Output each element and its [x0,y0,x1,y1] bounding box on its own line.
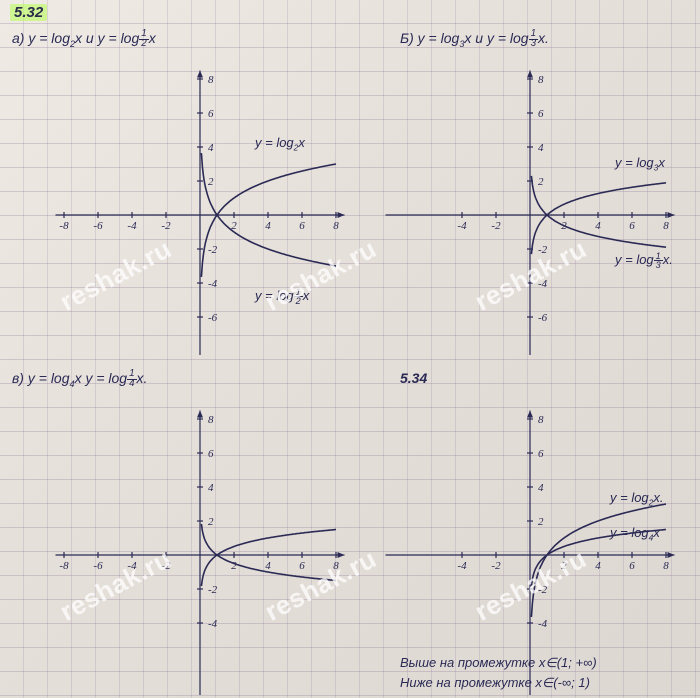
label-b-log3: y = log3x [615,155,665,173]
svg-text:8: 8 [538,414,544,426]
svg-text:8: 8 [663,560,669,572]
svg-text:-6: -6 [538,312,548,324]
svg-text:2: 2 [561,560,567,572]
svg-text:4: 4 [595,220,601,232]
svg-text:-4: -4 [208,618,218,630]
svg-text:8: 8 [663,220,669,232]
svg-text:4: 4 [208,482,214,494]
svg-text:-4: -4 [127,220,137,232]
label-b-log13: y = log13x. [615,252,673,269]
svg-text:6: 6 [538,108,544,120]
svg-text:-8: -8 [59,560,69,572]
svg-text:-8: -8 [59,220,69,232]
label-d-log2: y = log2x. [610,490,664,508]
label-d-log4: y = log4x [610,525,660,543]
svg-text:6: 6 [629,220,635,232]
svg-text:4: 4 [265,560,271,572]
label-a-log2: y = log2x [255,135,305,153]
svg-text:-2: -2 [161,220,171,232]
svg-text:-6: -6 [208,312,218,324]
plot-c: -8 -6 -4 -2 2 4 6 8 -4 -2 2 4 6 8 [0,385,350,695]
svg-text:6: 6 [629,560,635,572]
svg-text:4: 4 [538,142,544,154]
plot-a: -8-6-4-22468-6-4-22468 [0,45,350,355]
svg-text:8: 8 [208,414,214,426]
svg-text:4: 4 [265,220,271,232]
plot-b: -4-22468-6-4-22468 [350,45,700,355]
svg-text:-4: -4 [127,560,137,572]
svg-text:-4: -4 [538,278,548,290]
problem-number: 5.32 [10,4,47,21]
svg-text:8: 8 [333,560,339,572]
svg-text:-2: -2 [538,244,548,256]
footer-line-1: Выше на промежутке x∈(1; +∞) [400,655,597,671]
svg-text:-2: -2 [208,584,218,596]
svg-text:4: 4 [208,142,214,154]
svg-text:2: 2 [208,176,214,188]
svg-text:6: 6 [208,448,214,460]
svg-text:-4: -4 [457,560,467,572]
svg-text:-6: -6 [93,220,103,232]
svg-text:4: 4 [595,560,601,572]
svg-text:2: 2 [231,560,237,572]
svg-text:2: 2 [538,176,544,188]
footer-line-2: Ниже на промежутке x∈(-∞; 1) [400,675,590,691]
svg-text:-4: -4 [538,618,548,630]
svg-text:-2: -2 [491,220,501,232]
svg-text:4: 4 [538,482,544,494]
svg-text:-2: -2 [491,560,501,572]
svg-text:-2: -2 [538,584,548,596]
panel-d-title: 5.34 [400,370,427,386]
svg-text:2: 2 [538,516,544,528]
svg-text:6: 6 [538,448,544,460]
svg-text:-2: -2 [161,560,171,572]
svg-text:-4: -4 [457,220,467,232]
svg-text:8: 8 [538,74,544,86]
svg-text:2: 2 [208,516,214,528]
svg-text:8: 8 [208,74,214,86]
svg-text:6: 6 [299,560,305,572]
svg-text:-2: -2 [208,244,218,256]
svg-text:6: 6 [208,108,214,120]
label-a-log12: y = log12x [255,288,309,305]
svg-text:-4: -4 [208,278,218,290]
svg-text:6: 6 [299,220,305,232]
svg-text:8: 8 [333,220,339,232]
svg-text:-6: -6 [93,560,103,572]
